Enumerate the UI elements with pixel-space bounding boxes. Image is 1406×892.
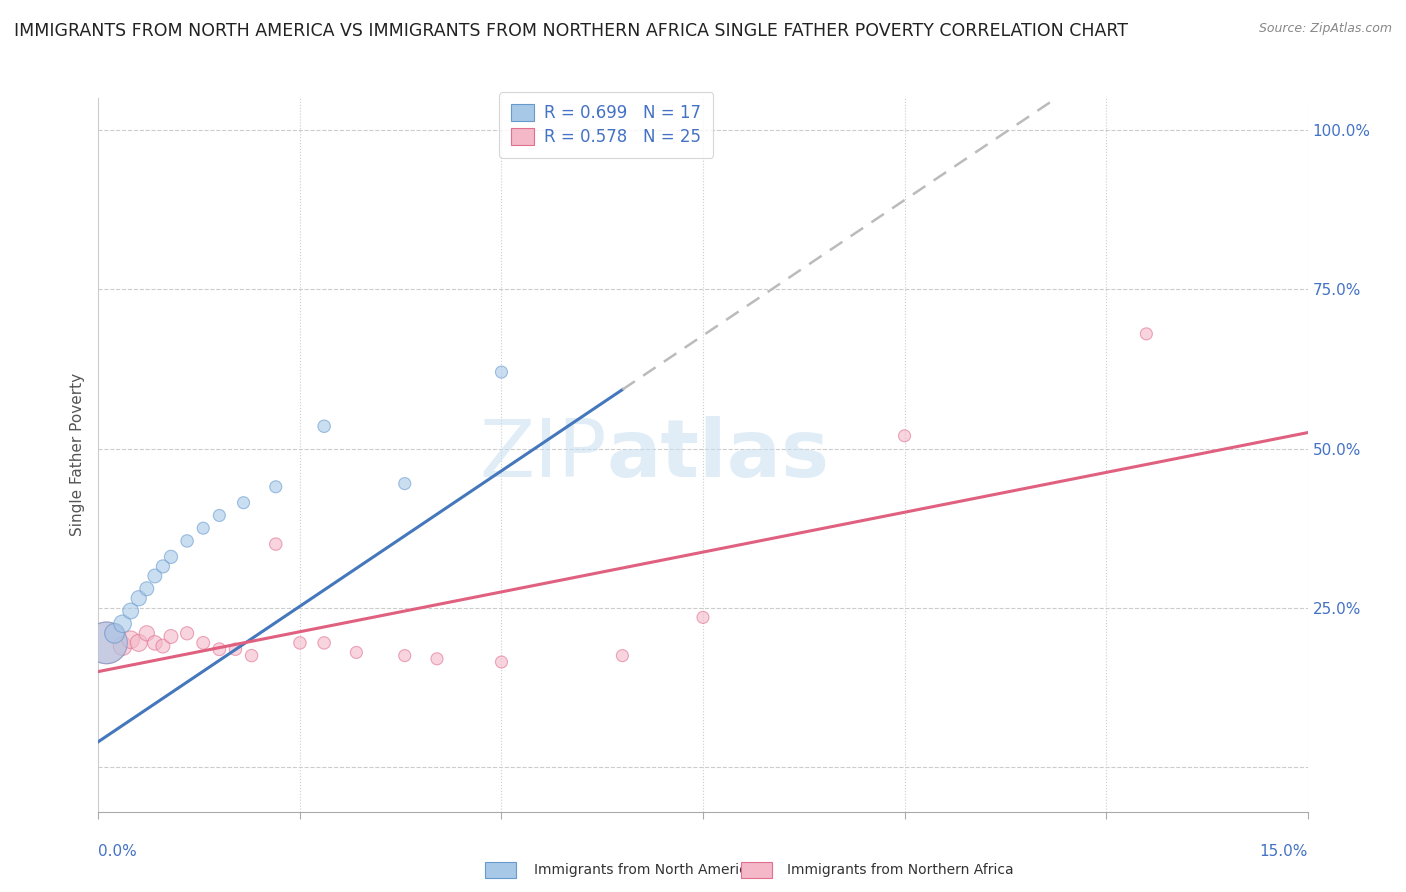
Point: [96, 636, 118, 650]
Point: [135, 626, 157, 640]
Point: [224, 642, 246, 657]
Point: [103, 626, 125, 640]
Point: [612, 648, 634, 663]
Point: [176, 626, 198, 640]
Y-axis label: Single Father Poverty: Single Father Poverty: [70, 374, 86, 536]
Text: Immigrants from Northern Africa: Immigrants from Northern Africa: [787, 863, 1014, 877]
Point: [111, 616, 134, 631]
Point: [111, 639, 134, 653]
Text: Source: ZipAtlas.com: Source: ZipAtlas.com: [1258, 22, 1392, 36]
Text: ZIP: ZIP: [479, 416, 606, 494]
Point: [96, 636, 118, 650]
Text: IMMIGRANTS FROM NORTH AMERICA VS IMMIGRANTS FROM NORTHERN AFRICA SINGLE FATHER P: IMMIGRANTS FROM NORTH AMERICA VS IMMIGRA…: [14, 22, 1128, 40]
Point: [264, 537, 287, 551]
Point: [344, 645, 367, 659]
Point: [426, 652, 449, 666]
Point: [232, 496, 254, 510]
Point: [491, 655, 513, 669]
Point: [208, 642, 231, 657]
Point: [240, 648, 263, 663]
Point: [208, 508, 231, 523]
Point: [160, 549, 183, 564]
Point: [120, 604, 142, 618]
Point: [893, 429, 915, 443]
Point: [176, 533, 198, 548]
Point: [128, 636, 150, 650]
Point: [264, 480, 287, 494]
Point: [120, 632, 142, 647]
Point: [160, 630, 183, 644]
Point: [152, 639, 174, 653]
Point: [288, 636, 311, 650]
Point: [314, 636, 336, 650]
Point: [314, 419, 336, 434]
Point: [128, 591, 150, 606]
Point: [135, 582, 157, 596]
Point: [103, 626, 125, 640]
Point: [394, 648, 416, 663]
Text: Immigrants from North America: Immigrants from North America: [534, 863, 755, 877]
Point: [193, 636, 215, 650]
Text: atlas: atlas: [606, 416, 830, 494]
Point: [692, 610, 714, 624]
Point: [152, 559, 174, 574]
Point: [1135, 326, 1157, 341]
Point: [491, 365, 513, 379]
Point: [394, 476, 416, 491]
Point: [143, 569, 166, 583]
Text: 15.0%: 15.0%: [1260, 845, 1308, 859]
Point: [193, 521, 215, 535]
Point: [143, 636, 166, 650]
Text: 0.0%: 0.0%: [98, 845, 138, 859]
Legend: R = 0.699   N = 17, R = 0.578   N = 25: R = 0.699 N = 17, R = 0.578 N = 25: [499, 92, 713, 158]
